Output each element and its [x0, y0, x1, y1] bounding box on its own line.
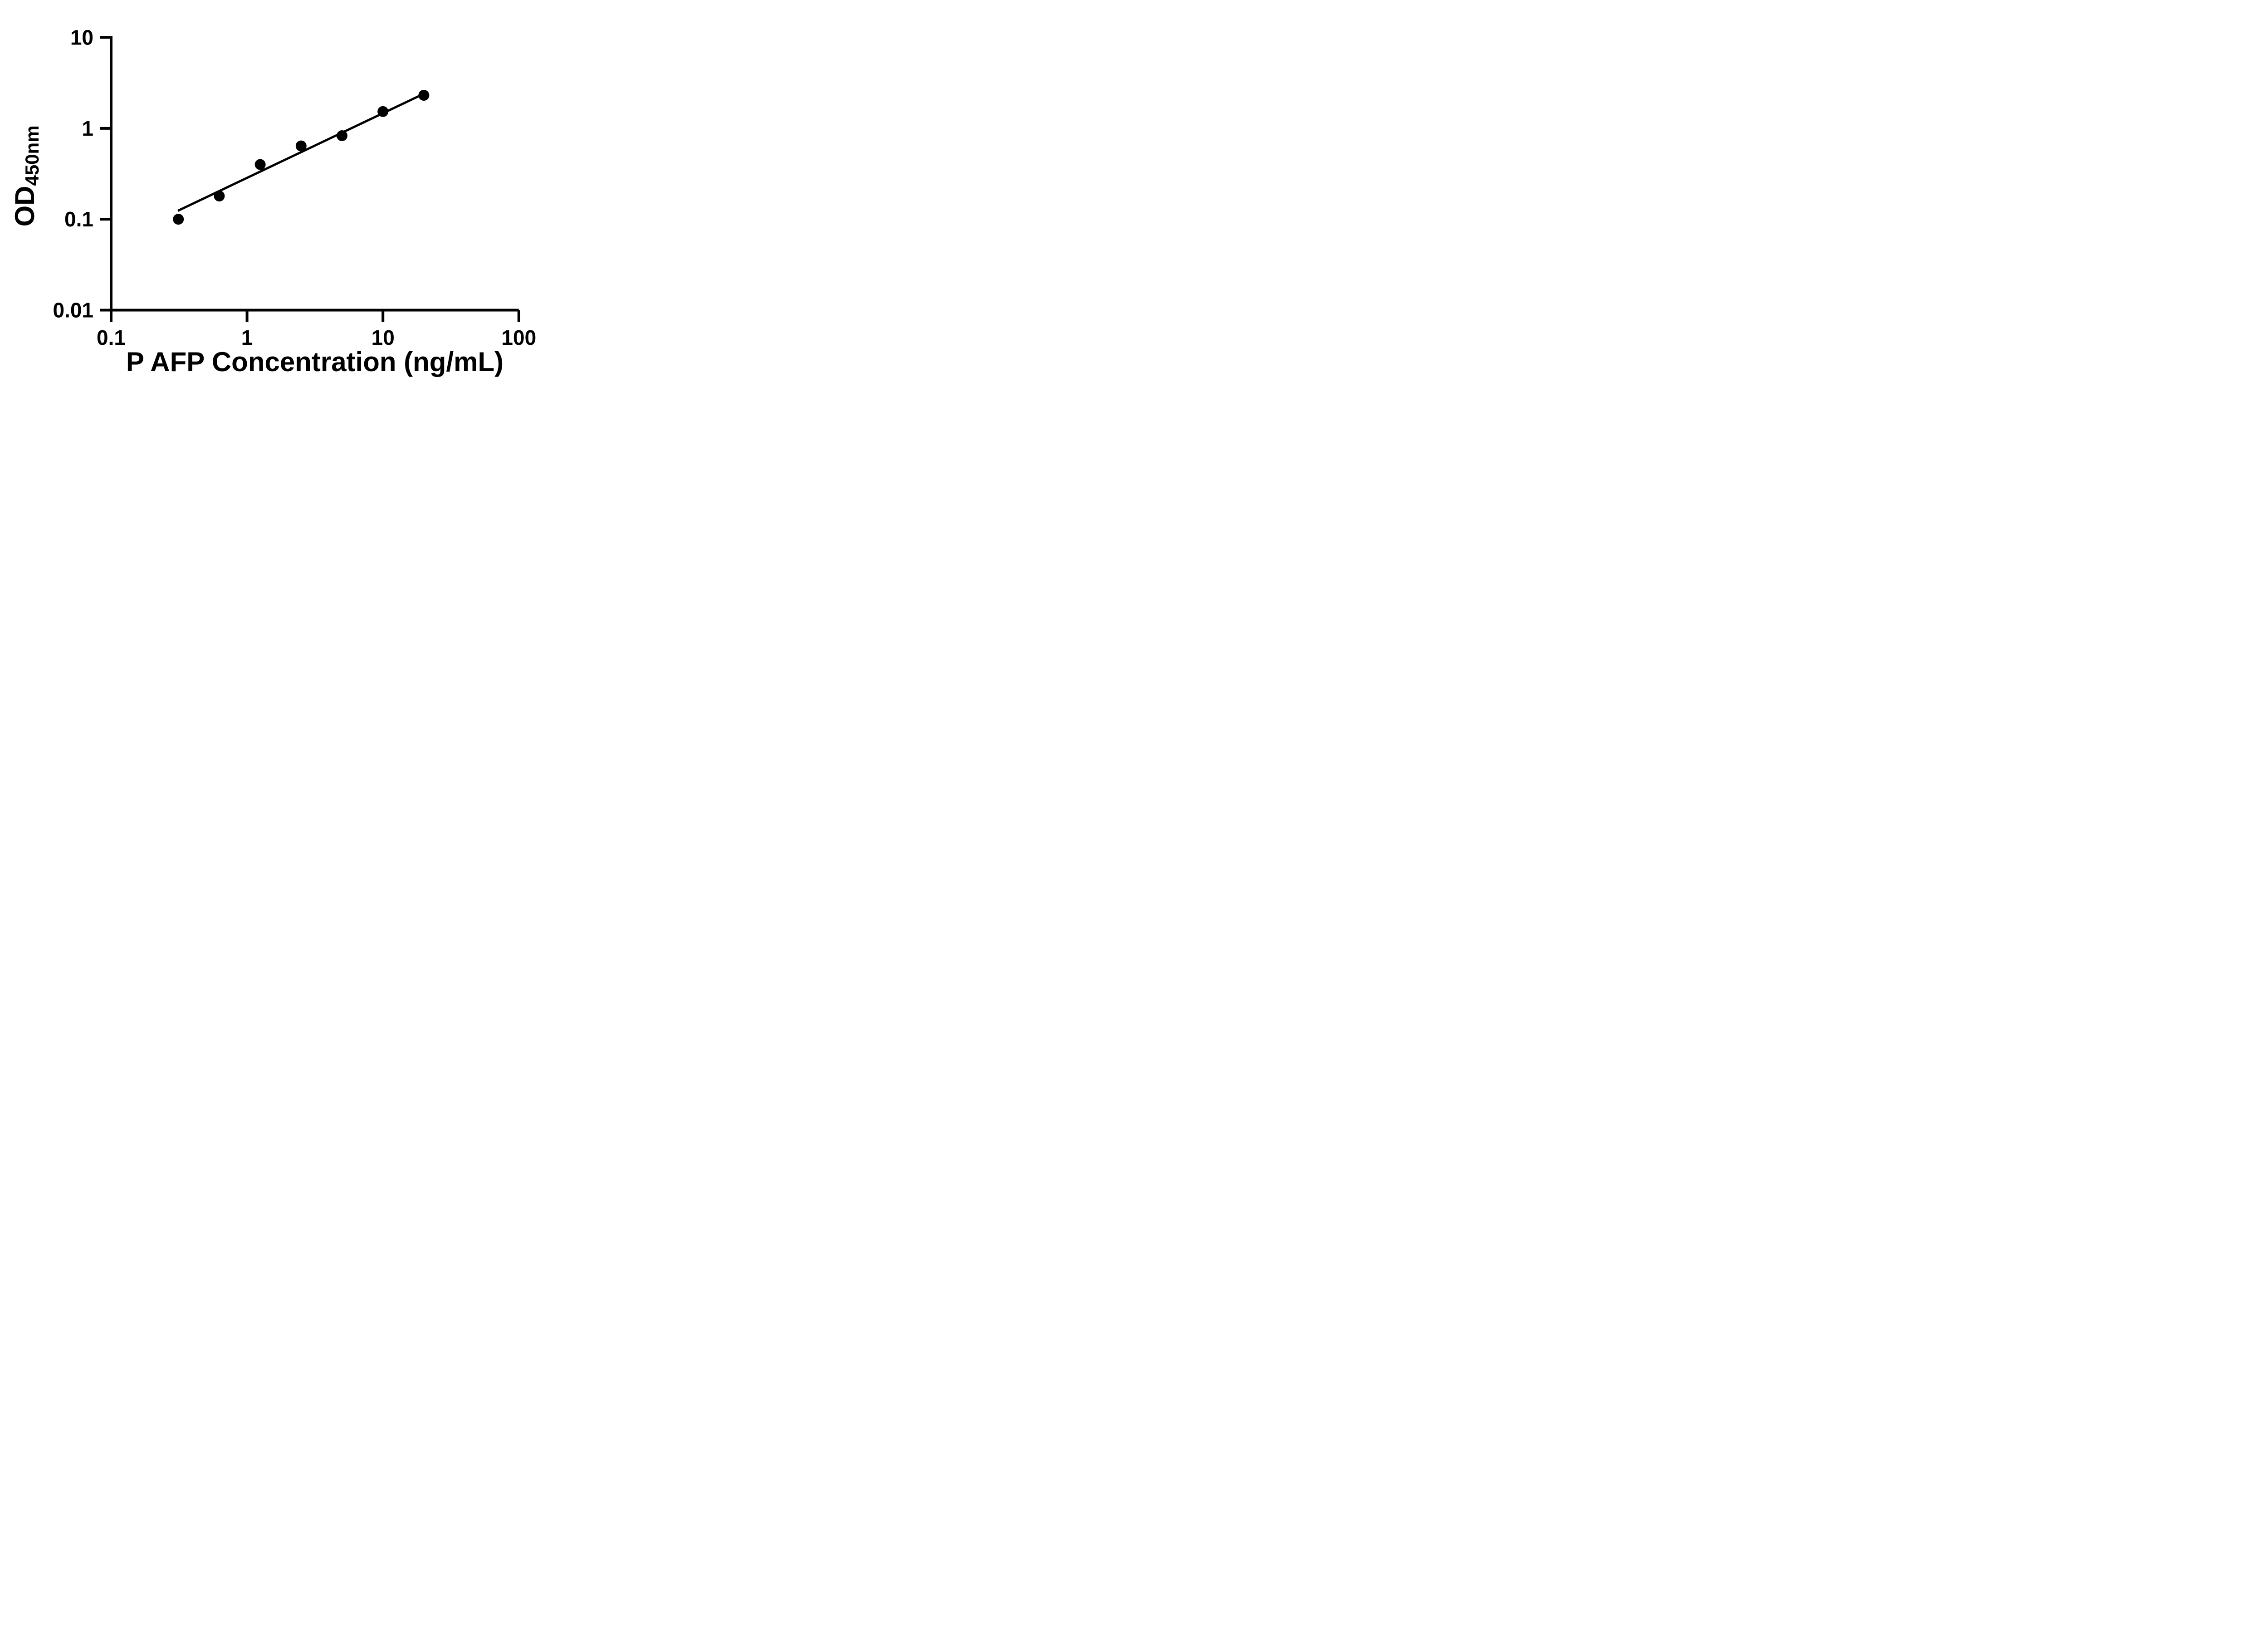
x-axis-title: P AFP Concentration (ng/mL) — [126, 347, 503, 377]
y-tick-label: 0.1 — [64, 207, 93, 231]
x-tick-label: 100 — [501, 326, 536, 349]
data-point-marker — [377, 106, 389, 117]
y-tick-label: 0.01 — [53, 299, 93, 322]
data-point-marker — [214, 191, 225, 202]
y-tick-label: 1 — [82, 117, 93, 140]
data-point-marker — [173, 214, 184, 225]
y-axis-title-main: OD — [10, 186, 40, 227]
elisa-standard-curve-chart: 0.1 1 10 100 0.01 0.1 1 10 P AFP Concentration … — [0, 0, 582, 407]
y-axis-title-subscript: 450nm — [21, 125, 43, 186]
data-point-marker — [337, 130, 348, 142]
data-point-marker — [254, 159, 266, 170]
data-point-marker — [295, 140, 307, 152]
y-axis-title: OD450nm — [10, 125, 43, 226]
data-point-marker — [418, 89, 430, 101]
x-tick-label: 10 — [371, 326, 395, 349]
x-tick-label: 0.1 — [97, 326, 126, 349]
y-tick-label: 10 — [70, 26, 93, 49]
x-tick-label: 1 — [241, 326, 253, 349]
